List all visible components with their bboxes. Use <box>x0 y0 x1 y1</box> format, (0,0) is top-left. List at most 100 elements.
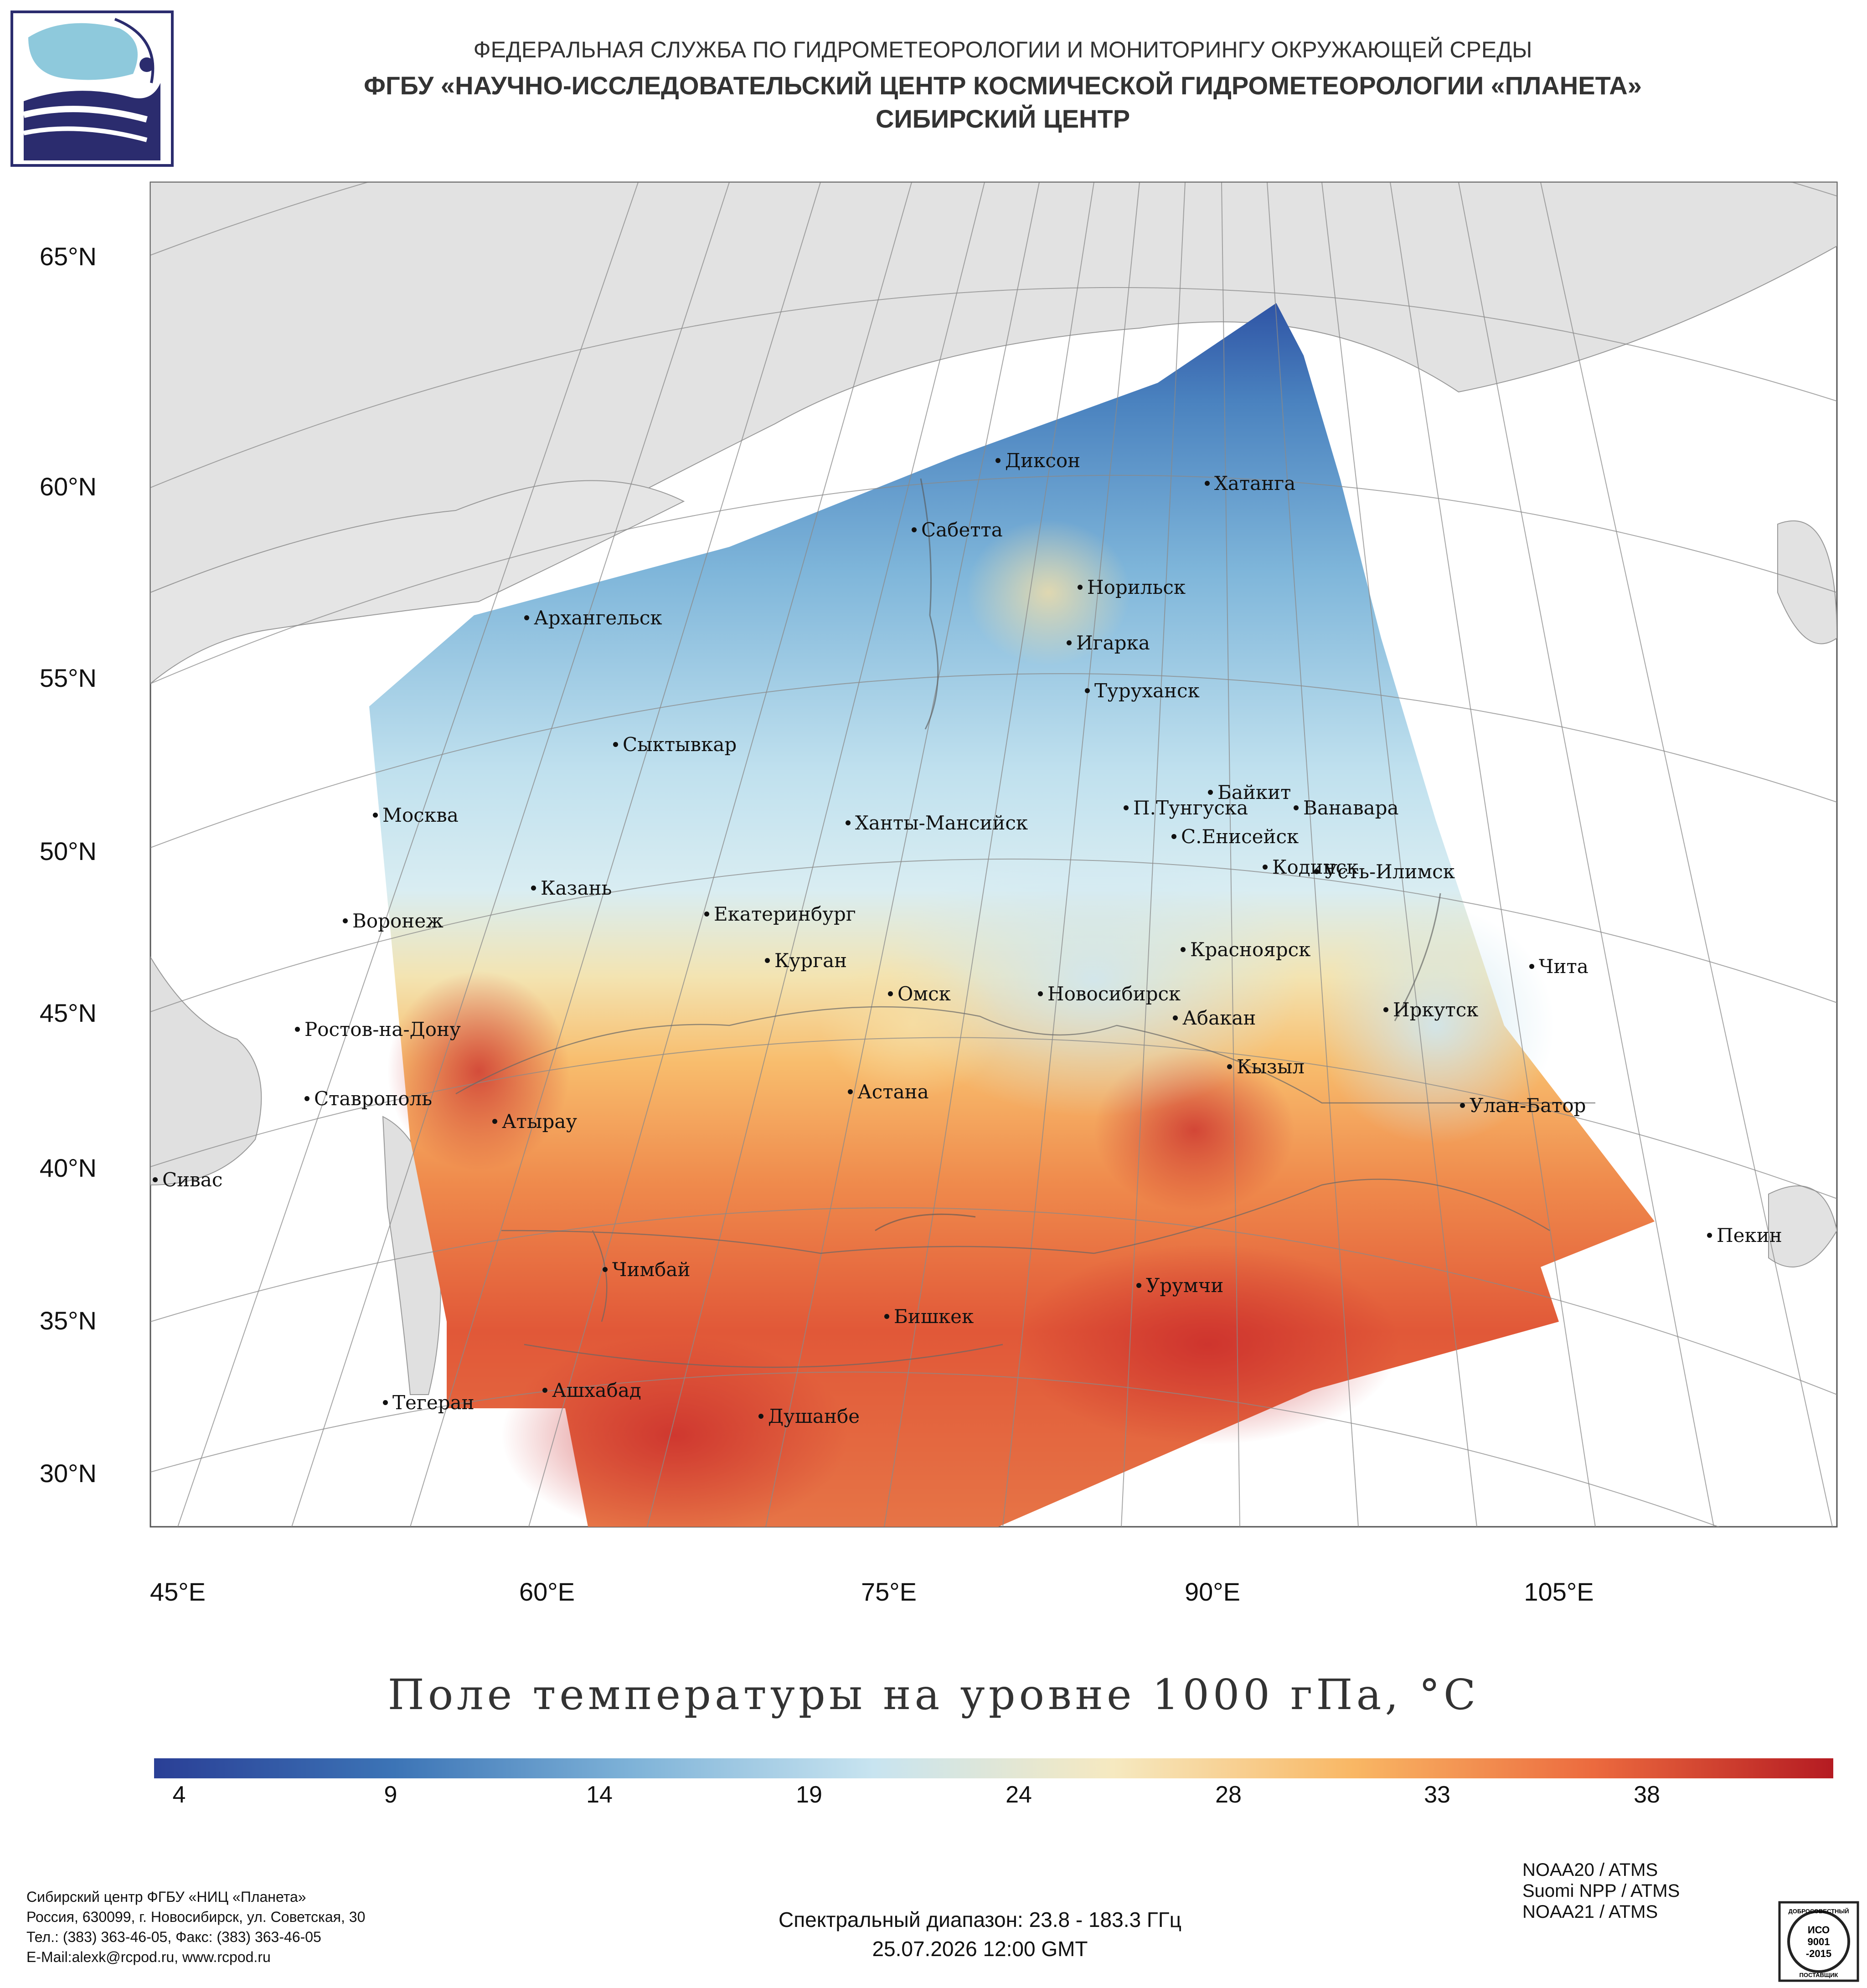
scandinavia-land <box>150 480 685 685</box>
city-label: Байкит <box>1217 781 1291 803</box>
city-label: Ханты-Мансийск <box>855 812 1028 834</box>
lon-label-75: 75°E <box>861 1577 917 1606</box>
city-marker: Астана <box>848 1082 929 1102</box>
hot-area-turkmenistan <box>501 1335 848 1527</box>
city-label: Москва <box>382 804 459 826</box>
city-marker: Туруханск <box>1085 681 1200 700</box>
city-marker: Норильск <box>1078 578 1186 597</box>
city-label: С.Енисейск <box>1181 825 1299 848</box>
city-marker: Диксон <box>995 451 1080 470</box>
city-marker: Казань <box>531 879 612 898</box>
city-label: Ванавара <box>1303 797 1399 819</box>
city-label: Астана <box>857 1081 929 1103</box>
city-marker: С.Енисейск <box>1171 827 1299 846</box>
colorbar-tick: 28 <box>1215 1782 1242 1808</box>
city-label: Казань <box>541 877 612 899</box>
city-label: Атырау <box>502 1110 578 1133</box>
city-marker: Игарка <box>1067 633 1150 653</box>
warm-area-kazakh <box>820 953 1003 1098</box>
iso-certification-badge: ДОБРОСОВЕСТНЫЙ ИСО 9001 -2015 ПОСТАВЩИК <box>1778 1901 1859 1982</box>
satellite-list: NOAA20 / ATMS Suomi NPP / ATMS NOAA21 / … <box>1522 1859 1680 1922</box>
city-label: Пекин <box>1717 1224 1782 1246</box>
city-marker: Омск <box>888 984 951 1004</box>
city-label: Тегеран <box>392 1391 474 1414</box>
temperature-map <box>150 181 1838 1528</box>
colorbar-tick: 19 <box>796 1782 822 1808</box>
city-label: Ашхабад <box>552 1379 641 1401</box>
city-label: Игарка <box>1076 632 1150 654</box>
city-marker: Пекин <box>1707 1226 1782 1245</box>
iso-top-text: ДОБРОСОВЕСТНЫЙ <box>1788 1908 1849 1915</box>
city-marker: Красноярск <box>1181 940 1310 959</box>
iso-text-3: -2015 <box>1806 1948 1831 1959</box>
hot-area-xinjiang <box>1016 1244 1399 1445</box>
city-marker: Архангельск <box>524 608 662 628</box>
city-label: Урумчи <box>1146 1274 1224 1297</box>
city-marker: Иркутск <box>1383 1000 1478 1020</box>
city-label: Бишкек <box>894 1305 974 1328</box>
city-label: Кызыл <box>1237 1056 1305 1078</box>
city-marker: П.Тунгуска <box>1124 798 1248 818</box>
city-marker: Байкит <box>1208 783 1291 802</box>
city-label: Новосибирск <box>1047 983 1181 1005</box>
city-marker: Ростов-на-Дону <box>295 1020 461 1039</box>
city-marker: Сивас <box>153 1170 222 1190</box>
city-label: Екатеринбург <box>714 903 856 925</box>
contact-email: E-Mail:alexk@rcpod.ru, www.rcpod.ru <box>26 1949 271 1965</box>
city-label: Ростов-на-Дону <box>304 1018 461 1040</box>
city-label: Абакан <box>1182 1007 1256 1029</box>
country-borders <box>455 1006 1596 1368</box>
graticule-latitudes <box>150 182 1837 1527</box>
satellite-item: Suomi NPP / ATMS <box>1522 1881 1680 1901</box>
city-label: Курган <box>774 949 847 972</box>
lat-label-60: 60°N <box>39 472 97 501</box>
city-marker: Ставрополь <box>304 1089 432 1108</box>
center-title: СИБИРСКИЙ ЦЕНТР <box>875 104 1130 133</box>
city-label: Архангельск <box>534 607 662 629</box>
cool-area-baikal <box>1317 907 1554 1144</box>
colorbar-tick: 33 <box>1424 1782 1450 1808</box>
city-marker: Сабетта <box>912 520 1003 540</box>
contact-org: Сибирский центр ФГБУ «НИЦ «Планета» <box>26 1889 306 1905</box>
lat-label-55: 55°N <box>39 664 97 692</box>
city-marker: Душанбе <box>758 1407 860 1426</box>
satellite-item: NOAA20 / ATMS <box>1522 1860 1658 1880</box>
lat-label-50: 50°N <box>39 837 97 865</box>
city-label: Красноярск <box>1190 938 1311 961</box>
iso-text-2: 9001 <box>1808 1936 1830 1947</box>
city-marker: Атырау <box>492 1112 577 1131</box>
city-label: Норильск <box>1087 576 1186 598</box>
city-label: Сабетта <box>921 519 1003 541</box>
city-label: Улан-Батор <box>1470 1094 1586 1117</box>
observation-info: Спектральный диапазон: 23.8 - 183.3 ГГц … <box>729 1905 1231 1963</box>
contact-info: Сибирский центр ФГБУ «НИЦ «Планета» Росс… <box>26 1887 365 1967</box>
city-label: Туруханск <box>1094 680 1200 702</box>
city-marker: Кызыл <box>1227 1057 1305 1076</box>
black-sea <box>150 956 262 1186</box>
city-label: Диксон <box>1005 449 1081 472</box>
temperature-colorbar <box>154 1758 1833 1778</box>
city-marker: Воронеж <box>343 912 444 931</box>
satellite-item: NOAA21 / ATMS <box>1522 1902 1658 1922</box>
graticule-longitudes <box>177 182 1833 1527</box>
iso-bottom-text: ПОСТАВЩИК <box>1800 1972 1838 1978</box>
city-marker: Урумчи <box>1136 1276 1223 1295</box>
lon-label-105: 105°E <box>1524 1577 1594 1606</box>
contact-address: Россия, 630099, г. Новосибирск, ул. Сове… <box>26 1909 366 1925</box>
lat-label-30: 30°N <box>39 1459 97 1488</box>
city-label: Чимбай <box>612 1258 691 1281</box>
yellow-sea <box>1768 1185 1837 1267</box>
colorbar-tick: 24 <box>1006 1782 1032 1808</box>
warm-area-norilsk <box>966 520 1130 665</box>
city-marker: Екатеринбург <box>704 905 856 924</box>
colorbar-tick: 38 <box>1634 1782 1660 1808</box>
lat-label-40: 40°N <box>39 1154 97 1182</box>
city-label: Воронеж <box>352 910 444 932</box>
city-marker: Абакан <box>1173 1009 1256 1028</box>
spectral-range: Спектральный диапазон: 23.8 - 183.3 ГГц <box>778 1908 1182 1931</box>
city-marker: Усть-Илимск <box>1314 862 1455 881</box>
city-marker: Улан-Батор <box>1460 1096 1586 1115</box>
city-marker: Тегеран <box>383 1393 474 1412</box>
pacific-land <box>1777 520 1837 644</box>
city-marker: Чита <box>1529 957 1588 976</box>
